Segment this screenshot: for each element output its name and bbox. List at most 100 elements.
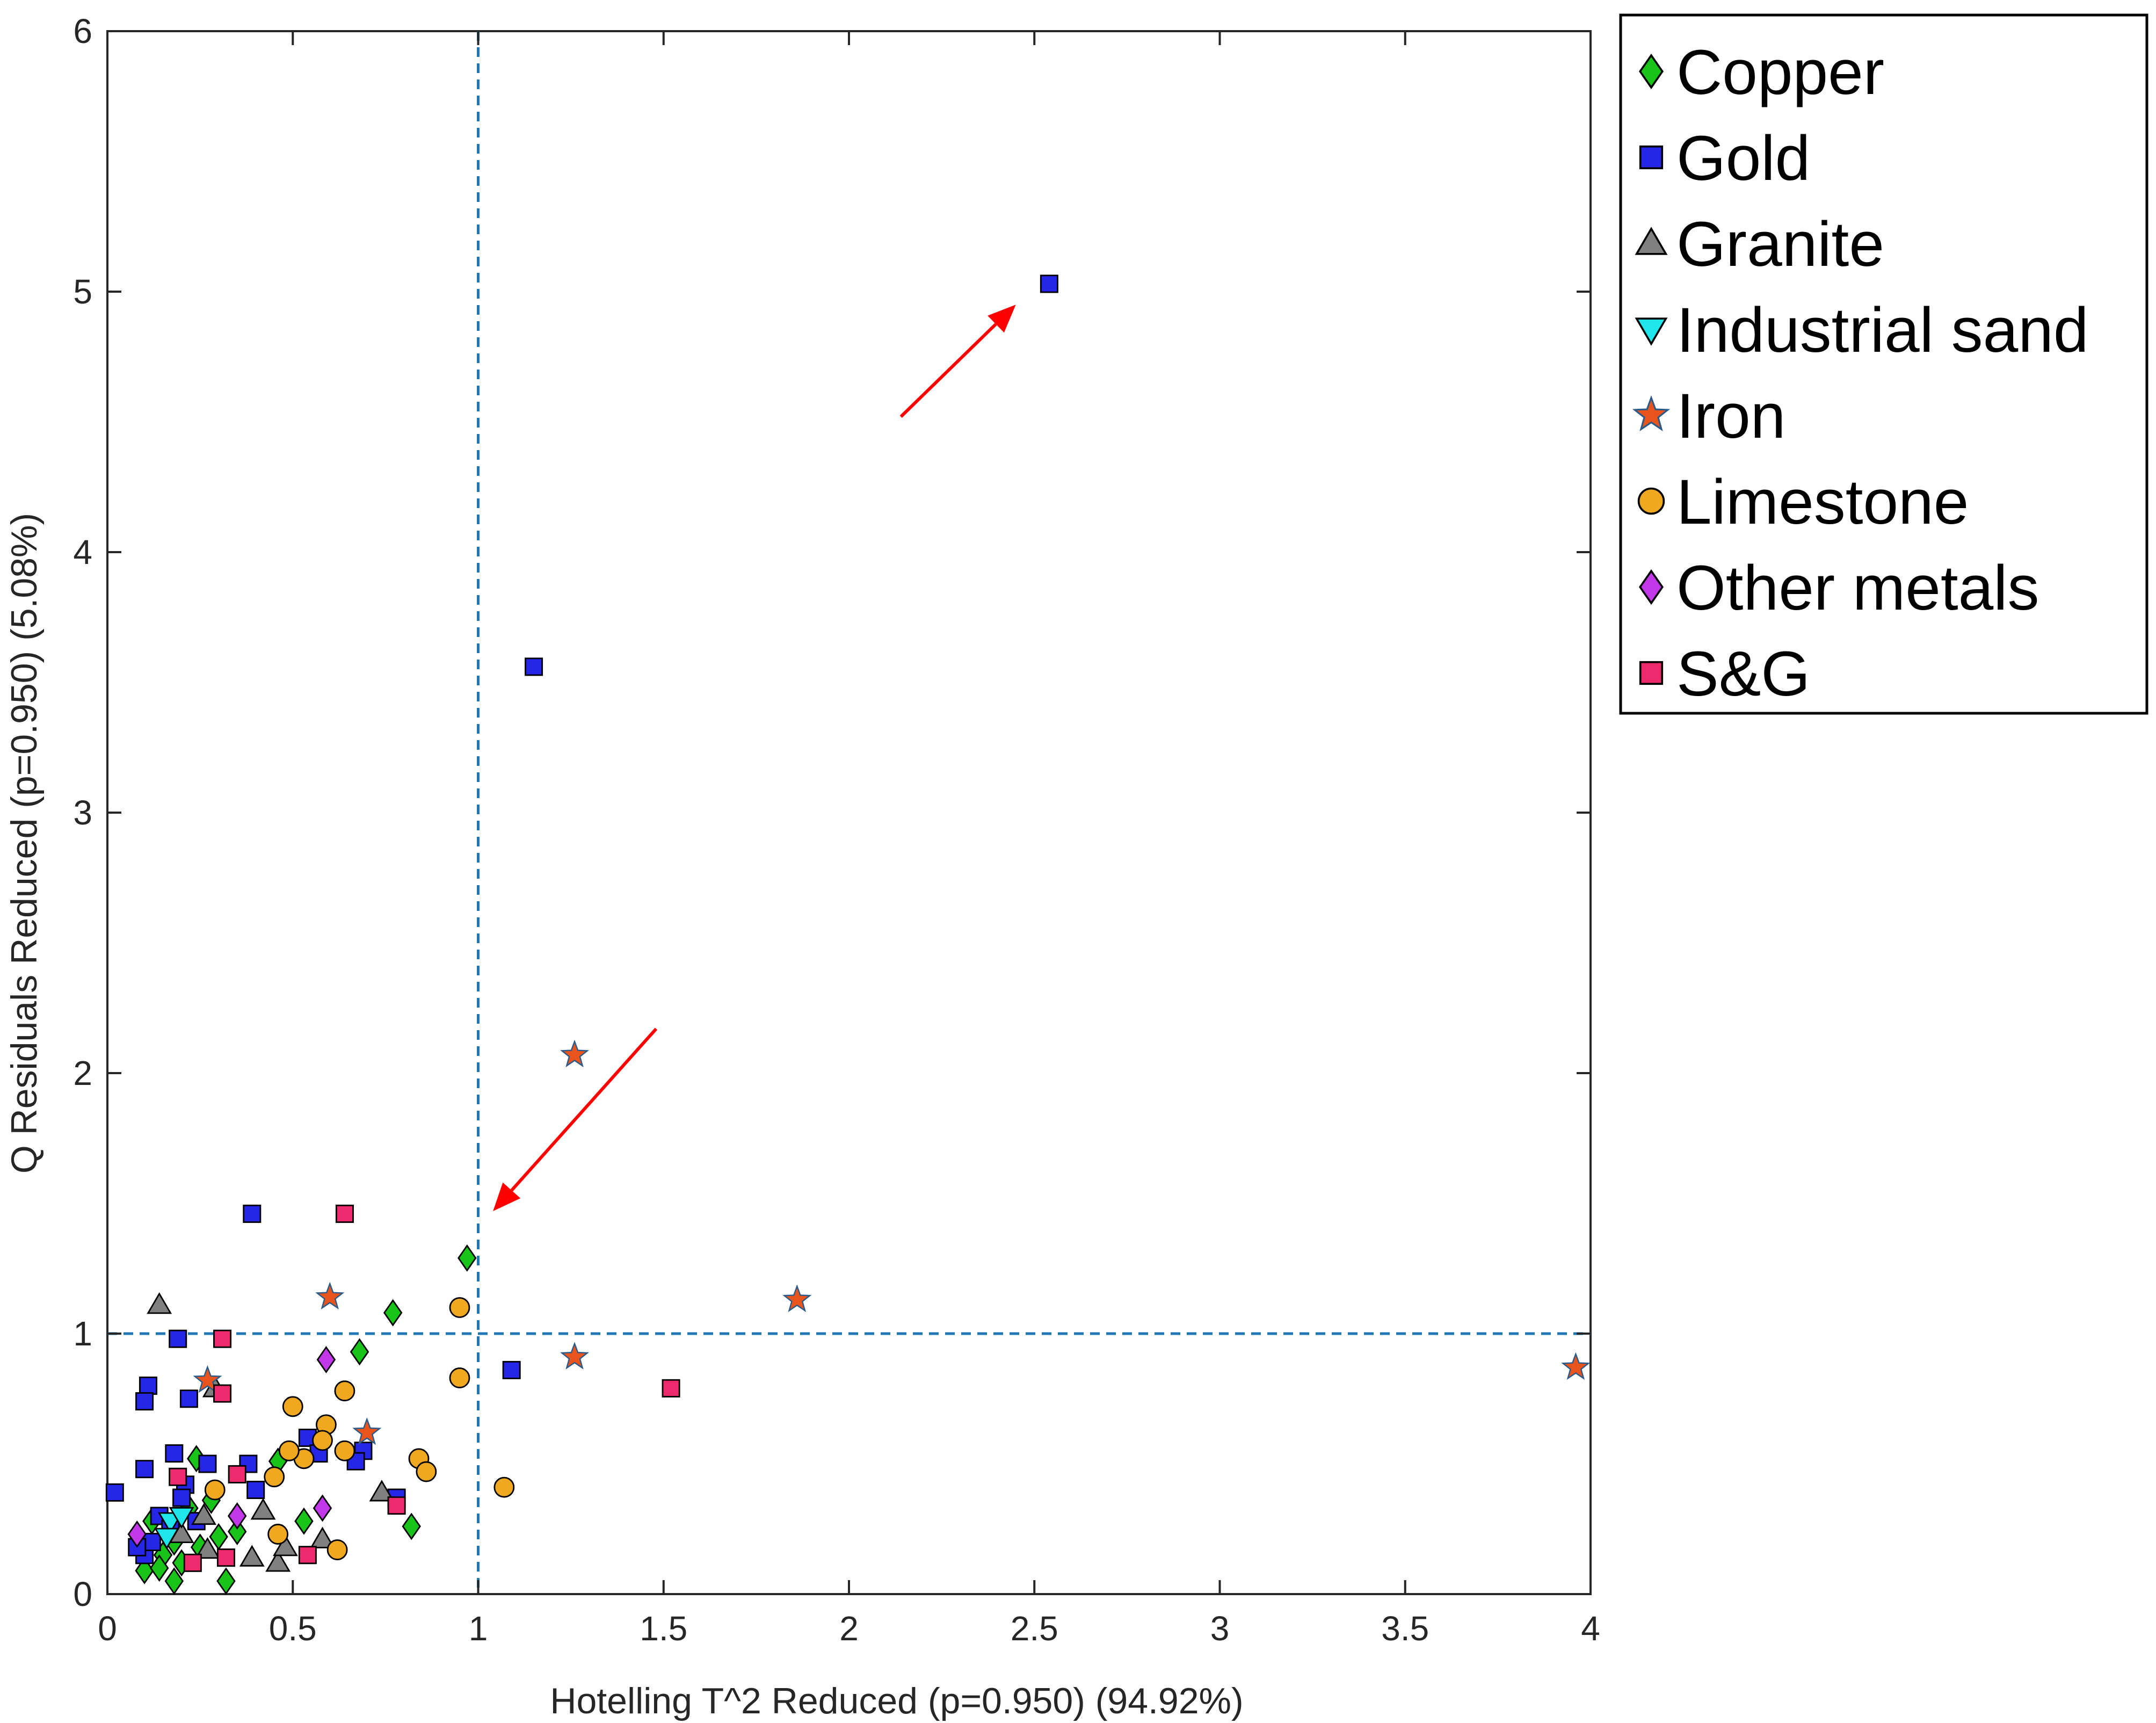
data-point-granite [265, 1550, 291, 1572]
data-point-limestone [334, 1440, 355, 1461]
data-point-granite [147, 1292, 172, 1314]
data-point-gold [172, 1488, 191, 1507]
data-point-granite [369, 1480, 395, 1502]
y-axis-label: Q Residuals Reduced (p=0.950) (5.08%) [4, 513, 45, 1174]
legend-label: Copper [1676, 37, 1884, 108]
data-point-sandg [213, 1384, 232, 1403]
data-point-iron [193, 1365, 222, 1393]
data-point-iron [352, 1417, 382, 1445]
x-tick-label: 2 [839, 1609, 859, 1648]
legend-label: Iron [1676, 381, 1785, 452]
legend-item-iron: Iron [1632, 381, 1785, 452]
annotation-arrows [493, 305, 1016, 1212]
data-point-industrial-sand [169, 1507, 194, 1529]
data-point-gold [105, 1483, 124, 1502]
data-point-gold [246, 1480, 265, 1499]
data-point-sandg [662, 1379, 680, 1398]
x-tick-label: 1 [469, 1609, 488, 1648]
data-point-gold [165, 1444, 184, 1463]
y-tick-label: 3 [73, 793, 92, 832]
data-point-sandg [213, 1329, 232, 1348]
legend-item-sandg: S&G [1639, 639, 1810, 710]
legend-marker-other-metals [1638, 569, 1664, 605]
data-point-gold [169, 1329, 187, 1348]
legend-marker-limestone [1637, 487, 1665, 515]
legend-label: S&G [1676, 639, 1810, 710]
x-tick-label: 0.5 [269, 1609, 317, 1648]
legend-label: Limestone [1676, 467, 1969, 538]
legend-item-other-metals: Other metals [1638, 553, 2039, 624]
data-point-gold [135, 1460, 154, 1479]
x-tick-label: 3.5 [1381, 1609, 1429, 1648]
series-sandg [169, 1204, 680, 1572]
x-tick-label: 3 [1210, 1609, 1230, 1648]
x-tick-label: 2.5 [1011, 1609, 1058, 1648]
legend-marker-granite [1635, 227, 1668, 255]
x-tick-label: 0 [98, 1609, 117, 1648]
legend-box [1619, 13, 2148, 715]
x-tick-label: 4 [1581, 1609, 1600, 1648]
data-point-gold [135, 1392, 154, 1411]
data-point-limestone [204, 1479, 226, 1501]
data-point-sandg [228, 1465, 246, 1483]
series-industrial-sand [154, 1507, 194, 1550]
plot-area [106, 30, 1592, 1595]
x-axis-label: Hotelling T^2 Reduced (p=0.950) (94.92%) [550, 1681, 1243, 1721]
data-point-limestone [416, 1461, 437, 1482]
data-point-copper [164, 1567, 184, 1595]
arrow-shaft [510, 1027, 658, 1192]
data-point-copper [350, 1338, 369, 1366]
y-tick-label: 5 [73, 272, 92, 311]
data-points [105, 274, 1591, 1595]
data-point-limestone [278, 1440, 300, 1461]
data-point-limestone [312, 1430, 333, 1451]
series-other-metals [127, 1346, 336, 1548]
data-point-limestone [334, 1380, 355, 1402]
data-point-copper [294, 1507, 314, 1535]
data-point-limestone [449, 1297, 470, 1318]
data-point-industrial-sand [154, 1527, 179, 1550]
data-point-copper [227, 1518, 247, 1546]
legend-marker-sandg [1639, 661, 1664, 685]
data-point-granite [310, 1526, 335, 1548]
legend-item-copper: Copper [1638, 37, 1884, 108]
annotation-arrow [899, 305, 1016, 418]
data-point-other-metals [127, 1520, 147, 1548]
legend-label: Industrial sand [1676, 295, 2088, 366]
y-tick-label: 4 [73, 533, 92, 571]
arrow-head [988, 305, 1016, 333]
data-point-sandg [169, 1467, 187, 1486]
series-iron [193, 1039, 1591, 1445]
y-axis: 0 1 2 3 4 5 6 [73, 12, 1591, 1613]
data-point-copper [216, 1567, 236, 1595]
data-point-limestone [264, 1466, 285, 1488]
legend-label: Gold [1676, 123, 1810, 194]
data-point-other-metals [313, 1494, 332, 1522]
data-point-granite [191, 1503, 216, 1525]
data-point-other-metals [227, 1502, 247, 1530]
data-point-copper [458, 1244, 477, 1272]
data-point-gold [198, 1454, 217, 1473]
data-point-limestone [326, 1539, 348, 1560]
x-axis: 0 0.5 1 1.5 2 2.5 3 3.5 4 [98, 31, 1600, 1648]
data-point-sandg [387, 1496, 406, 1515]
legend-label: Other metals [1676, 553, 2039, 624]
y-tick-label: 6 [73, 12, 92, 50]
x-tick-label: 1.5 [640, 1609, 687, 1648]
data-point-gold [1040, 274, 1058, 293]
data-point-limestone [449, 1367, 470, 1388]
legend-marker-gold [1639, 145, 1664, 170]
data-point-gold [502, 1360, 521, 1379]
data-point-granite [273, 1534, 298, 1557]
legend-marker-iron [1632, 395, 1671, 431]
data-point-sandg [216, 1548, 235, 1567]
legend-item-limestone: Limestone [1637, 467, 1969, 538]
data-point-gold [179, 1389, 198, 1408]
data-point-limestone [493, 1476, 515, 1498]
legend-marker-copper [1638, 53, 1664, 90]
arrow-shaft [899, 323, 997, 418]
data-point-copper [383, 1299, 403, 1327]
data-point-gold [139, 1376, 157, 1395]
legend-item-granite: Granite [1635, 209, 1884, 280]
